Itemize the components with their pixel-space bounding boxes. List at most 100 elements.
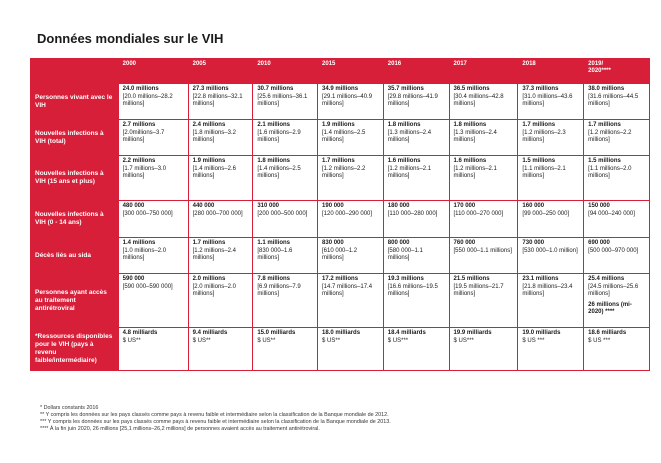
table-cell: 19.0 milliards $ US *** <box>517 327 585 371</box>
cell-value: 9.4 milliards <box>192 330 228 336</box>
table-cell: 2.2 millions [1.7 millions–3.0 millions] <box>117 155 189 201</box>
cell-value: 2.2 millions <box>122 158 156 164</box>
cell-value: 830 000 <box>322 240 344 246</box>
footnotes: * Dollars constants 2016 ** Y compris le… <box>40 405 391 433</box>
cell-range: [1.2 millions–2.1 millions] <box>453 165 497 180</box>
table-cell: 690 000 [500 000–970 000] <box>583 237 650 274</box>
cell-value: 190 000 <box>322 203 344 209</box>
table-cell: 25.4 millions [24.5 millions–25.6 million… <box>583 273 650 328</box>
table-cell: 37.3 millions [31.0 millions–43.6 million… <box>517 83 585 120</box>
cell-value: 30.7 millions <box>257 86 294 92</box>
cell-value: 150 000 <box>588 203 610 209</box>
cell-range: [1.0 millions–2.0 millions] <box>122 247 167 262</box>
table-cell: 830 000 [610 000–1.2 millions] <box>317 237 384 274</box>
table-cell: 310 000 [200 000–500 000] <box>252 200 319 238</box>
cell-value: 170 000 <box>453 203 476 209</box>
cell-value: 2.0 millions <box>192 276 226 282</box>
cell-value: 690 000 <box>588 240 610 246</box>
cell-value: 19.0 milliards <box>522 330 561 336</box>
cell-range: [1.2 millions–2.4 millions] <box>192 247 236 262</box>
cell-range: [550 000–1.1 millions] <box>453 247 512 254</box>
cell-value: 1.7 millions <box>588 122 621 128</box>
table-row: *Ressources disponibles pour le VIH (pay… <box>30 327 650 371</box>
table-cell: 38.0 millions [31.6 millions–44.5 million… <box>583 83 650 120</box>
table-cell: 9.4 milliards $ US** <box>187 327 254 371</box>
cell-value: 24.0 millions <box>122 86 159 92</box>
cell-value: 2.1 millions <box>257 122 290 128</box>
table-cell: 1.7 millions [1.2 millions–2.2 millions] <box>583 119 650 156</box>
cell-value: 21.5 millions <box>453 276 490 282</box>
cell-range: [1.1 millions–2.1 millions] <box>522 165 566 180</box>
table-row: Nouvelles infections à VIH (0 - 14 ans) 4… <box>30 200 650 238</box>
cell-range: [22.8 millions–32.1 millions] <box>192 93 243 108</box>
cell-value: 34.9 millions <box>322 86 359 92</box>
row-label: Nouvelles infections à VIH (0 - 14 ans) <box>30 200 119 238</box>
table-cell: 2.1 millions [1.6 millions–2.9 millions] <box>252 119 319 156</box>
cell-value: 1.8 millions <box>453 122 487 128</box>
cell-value: 23.1 millions <box>522 276 559 282</box>
cell-range: [1.4 millions–2.5 millions] <box>257 165 301 180</box>
cell-range: [1.4 millions–2.5 millions] <box>322 129 366 144</box>
table-cell: 7.8 millions [6.9 millions–7.9 millions] <box>252 273 319 328</box>
table-cell: 24.0 millions [20.0 millions–28.2 million… <box>117 83 189 120</box>
cell-range: [31.6 millions–44.5 millions] <box>588 93 639 108</box>
cell-range: [830 000–1.6 millions] <box>257 247 293 262</box>
cell-range: $ US*** <box>453 337 474 344</box>
table-cell: 730 000 [530 000–1.0 million] <box>517 237 585 274</box>
cell-range: [280 000–700 000] <box>192 210 243 217</box>
table-row: Nouvelles infections à VIH (total) 2.7 mi… <box>30 119 650 156</box>
cell-range: [300 000–750 000] <box>122 210 173 217</box>
cell-range: [120 000–290 000] <box>322 210 373 217</box>
cell-value: 1.5 millions <box>588 158 621 164</box>
cell-value: 1.7 millions <box>522 122 556 128</box>
table-cell: 2.7 millions [2.0millions–3.7 millions] <box>117 119 189 156</box>
header-row: 2000 2005 2010 2015 2016 2017 2018 2019/… <box>30 58 650 84</box>
cell-value: 1.7 millions <box>192 240 226 246</box>
cell-range: [21.8 millions–23.4 millions] <box>522 283 573 298</box>
table-row: Nouvelles infections à VIH (15 ans et pl… <box>30 155 650 201</box>
cell-value: 310 000 <box>257 203 280 209</box>
table-cell: 760 000 [550 000–1.1 millions] <box>448 237 519 274</box>
cell-range: [530 000–1.0 million] <box>522 247 578 254</box>
cell-range: [29.1 millions–40.9 millions] <box>322 93 373 108</box>
cell-range: [1.7 millions–3.0 millions] <box>122 165 167 180</box>
cell-range: $ US** <box>257 337 276 344</box>
cell-note: 26 millions (mi-2020) **** <box>588 301 632 316</box>
cell-value: 760 000 <box>453 240 476 246</box>
table-cell: 36.5 millions [30.4 millions–42.8 million… <box>448 83 519 120</box>
cell-range: [590 000–590 000] <box>122 283 173 290</box>
column-header: 2000 <box>117 58 189 84</box>
cell-range: $ US *** <box>522 337 545 344</box>
column-header: 2019/ 2020**** <box>583 58 650 84</box>
table-cell: 1.6 millions [1.2 millions–2.1 millions] <box>382 155 450 201</box>
table-cell: 180 000 [110 000–280 000] <box>382 200 450 238</box>
footnote: * Dollars constants 2016 <box>40 405 99 411</box>
table-cell: 1.5 millions [1.1 millions–2.1 millions] <box>517 155 585 201</box>
page-title: Données mondiales sur le VIH <box>37 31 224 46</box>
column-header: 2010 <box>252 58 319 84</box>
cell-value: 590 000 <box>122 276 145 282</box>
cell-range: [94 000–240 000] <box>588 210 635 217</box>
cell-range: [6.9 millions–7.9 millions] <box>257 283 301 298</box>
table-cell: 18.6 milliards $ US *** <box>583 327 650 371</box>
footnote: ** Y compris les données sur les pays cl… <box>40 412 389 418</box>
footnote: *** Y compris les données sur les pays c… <box>40 419 391 425</box>
cell-range: $ US *** <box>588 337 611 344</box>
table-cell: 1.9 millions [1.4 millions–2.6 millions] <box>187 155 254 201</box>
table-cell: 1.5 millions [1.1 millions–2.0 millions] <box>583 155 650 201</box>
cell-range: [200 000–500 000] <box>257 210 308 217</box>
cell-range: [1.2 millions–2.2 millions] <box>322 165 366 180</box>
cell-range: [1.1 millions–2.0 millions] <box>588 165 632 180</box>
table-cell: 18.4 milliards $ US*** <box>382 327 450 371</box>
cell-range: [110 000–280 000] <box>387 210 438 217</box>
table-cell: 160 000 [99 000–250 000] <box>517 200 585 238</box>
table-cell: 19.9 milliards $ US*** <box>448 327 519 371</box>
column-header: 2005 <box>187 58 254 84</box>
table-cell: 1.8 millions [1.3 millions–2.4 millions] <box>382 119 450 156</box>
cell-range: [1.8 millions–3.2 millions] <box>192 129 236 144</box>
cell-range: [1.2 millions–2.1 millions] <box>387 165 432 180</box>
cell-value: 36.5 millions <box>453 86 490 92</box>
table-row: Décès liés au sida 1.4 millions [1.0 milli… <box>30 237 650 274</box>
table-cell: 15.0 milliards $ US** <box>252 327 319 371</box>
table-cell: 30.7 millions [25.6 millions–36.1 million… <box>252 83 319 120</box>
